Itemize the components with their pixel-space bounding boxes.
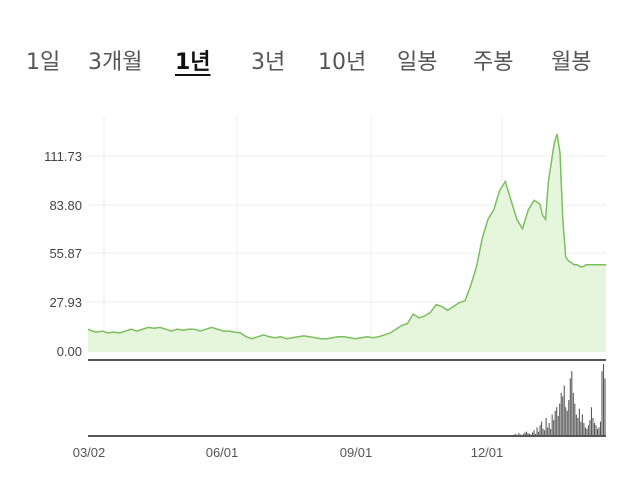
volume-bar — [580, 421, 582, 436]
volume-bar — [595, 425, 597, 436]
volume-bar — [533, 430, 535, 436]
volume-bar — [559, 403, 561, 436]
volume-bar — [577, 418, 579, 436]
volume-bar — [553, 420, 555, 436]
volume-bar — [587, 425, 589, 436]
volume-bar — [557, 415, 559, 436]
volume-bar — [574, 403, 576, 436]
x-axis-labels: 03/02 06/01 09/01 12/01 — [73, 445, 504, 460]
price-line — [87, 133, 606, 340]
volume-bar — [581, 414, 583, 436]
volume-bar — [566, 410, 568, 436]
volume-bar — [568, 400, 570, 436]
volume-bar — [536, 427, 538, 436]
volume-bar — [544, 430, 546, 436]
volume-bar — [583, 423, 585, 436]
volume-bar — [596, 428, 598, 436]
tab-10-years[interactable]: 10년 — [318, 50, 367, 75]
volume-bar — [515, 433, 517, 436]
volume-bar — [548, 423, 550, 436]
volume-bar — [590, 407, 592, 436]
volume-bar — [575, 414, 577, 436]
x-tick-label: 03/02 — [73, 445, 106, 460]
x-tick-label: 06/01 — [206, 445, 239, 460]
volume-bar — [560, 392, 562, 436]
volume-bar — [542, 428, 544, 436]
x-tick-label: 12/01 — [471, 445, 504, 460]
chart-axes — [88, 359, 606, 437]
y-tick-label: 55.87 — [49, 246, 82, 261]
volume-bar — [571, 371, 573, 436]
tab-3-months[interactable]: 3개월 — [88, 50, 143, 75]
volume-bar — [524, 432, 526, 436]
volume-bar — [550, 428, 552, 436]
volume-bar — [539, 425, 541, 436]
volume-bar — [518, 433, 520, 436]
tab-1-day[interactable]: 1일 — [26, 50, 61, 75]
tab-1-year[interactable]: 1년 — [175, 50, 211, 75]
volume-bar — [592, 418, 594, 436]
y-tick-label: 111.73 — [44, 149, 82, 164]
volume-bar — [578, 408, 580, 436]
tab-weekly-candle[interactable]: 주봉 — [473, 50, 514, 75]
volume-bar — [547, 427, 549, 436]
period-tabs: 1일 3개월 1년 3년 10년 일봉 주봉 월봉 — [0, 0, 628, 110]
y-tick-label: 27.93 — [49, 295, 82, 310]
volume-bar — [598, 427, 600, 436]
volume-bar — [569, 378, 571, 436]
volume-bar — [563, 385, 565, 436]
volume-bar — [532, 432, 534, 436]
x-tick-label: 09/01 — [340, 445, 373, 460]
volume-bar — [601, 371, 603, 436]
tab-monthly-candle[interactable]: 월봉 — [551, 50, 592, 75]
volume-bar — [538, 431, 540, 436]
volume-bar — [527, 433, 529, 436]
y-tick-label: 83.80 — [49, 198, 82, 213]
volume-bar — [535, 433, 537, 436]
tab-3-years[interactable]: 3년 — [251, 50, 286, 75]
volume-bar — [522, 433, 524, 436]
tab-daily-candle[interactable]: 일봉 — [397, 50, 438, 75]
volume-bar — [551, 414, 553, 436]
volume-bar — [589, 420, 591, 436]
volume-bars — [193, 364, 606, 436]
y-tick-label: 0.00 — [57, 344, 82, 359]
volume-bar — [545, 418, 547, 436]
volume-bar — [556, 407, 558, 436]
price-area-fill — [88, 134, 606, 352]
volume-bar — [599, 421, 602, 436]
volume-bar — [604, 378, 606, 436]
volume-bar — [554, 410, 556, 436]
volume-bar — [602, 364, 605, 436]
volume-bar — [562, 396, 564, 436]
volume-bar — [525, 431, 528, 436]
volume-bar — [584, 427, 586, 436]
volume-bar — [528, 433, 531, 436]
volume-bar — [593, 423, 595, 436]
y-axis-labels: 111.73 83.80 55.87 27.93 0.00 — [44, 149, 82, 359]
volume-bar — [586, 428, 588, 436]
volume-bar — [572, 392, 574, 436]
price-area — [87, 133, 606, 352]
volume-bar — [541, 421, 543, 436]
volume-bar — [565, 407, 567, 436]
